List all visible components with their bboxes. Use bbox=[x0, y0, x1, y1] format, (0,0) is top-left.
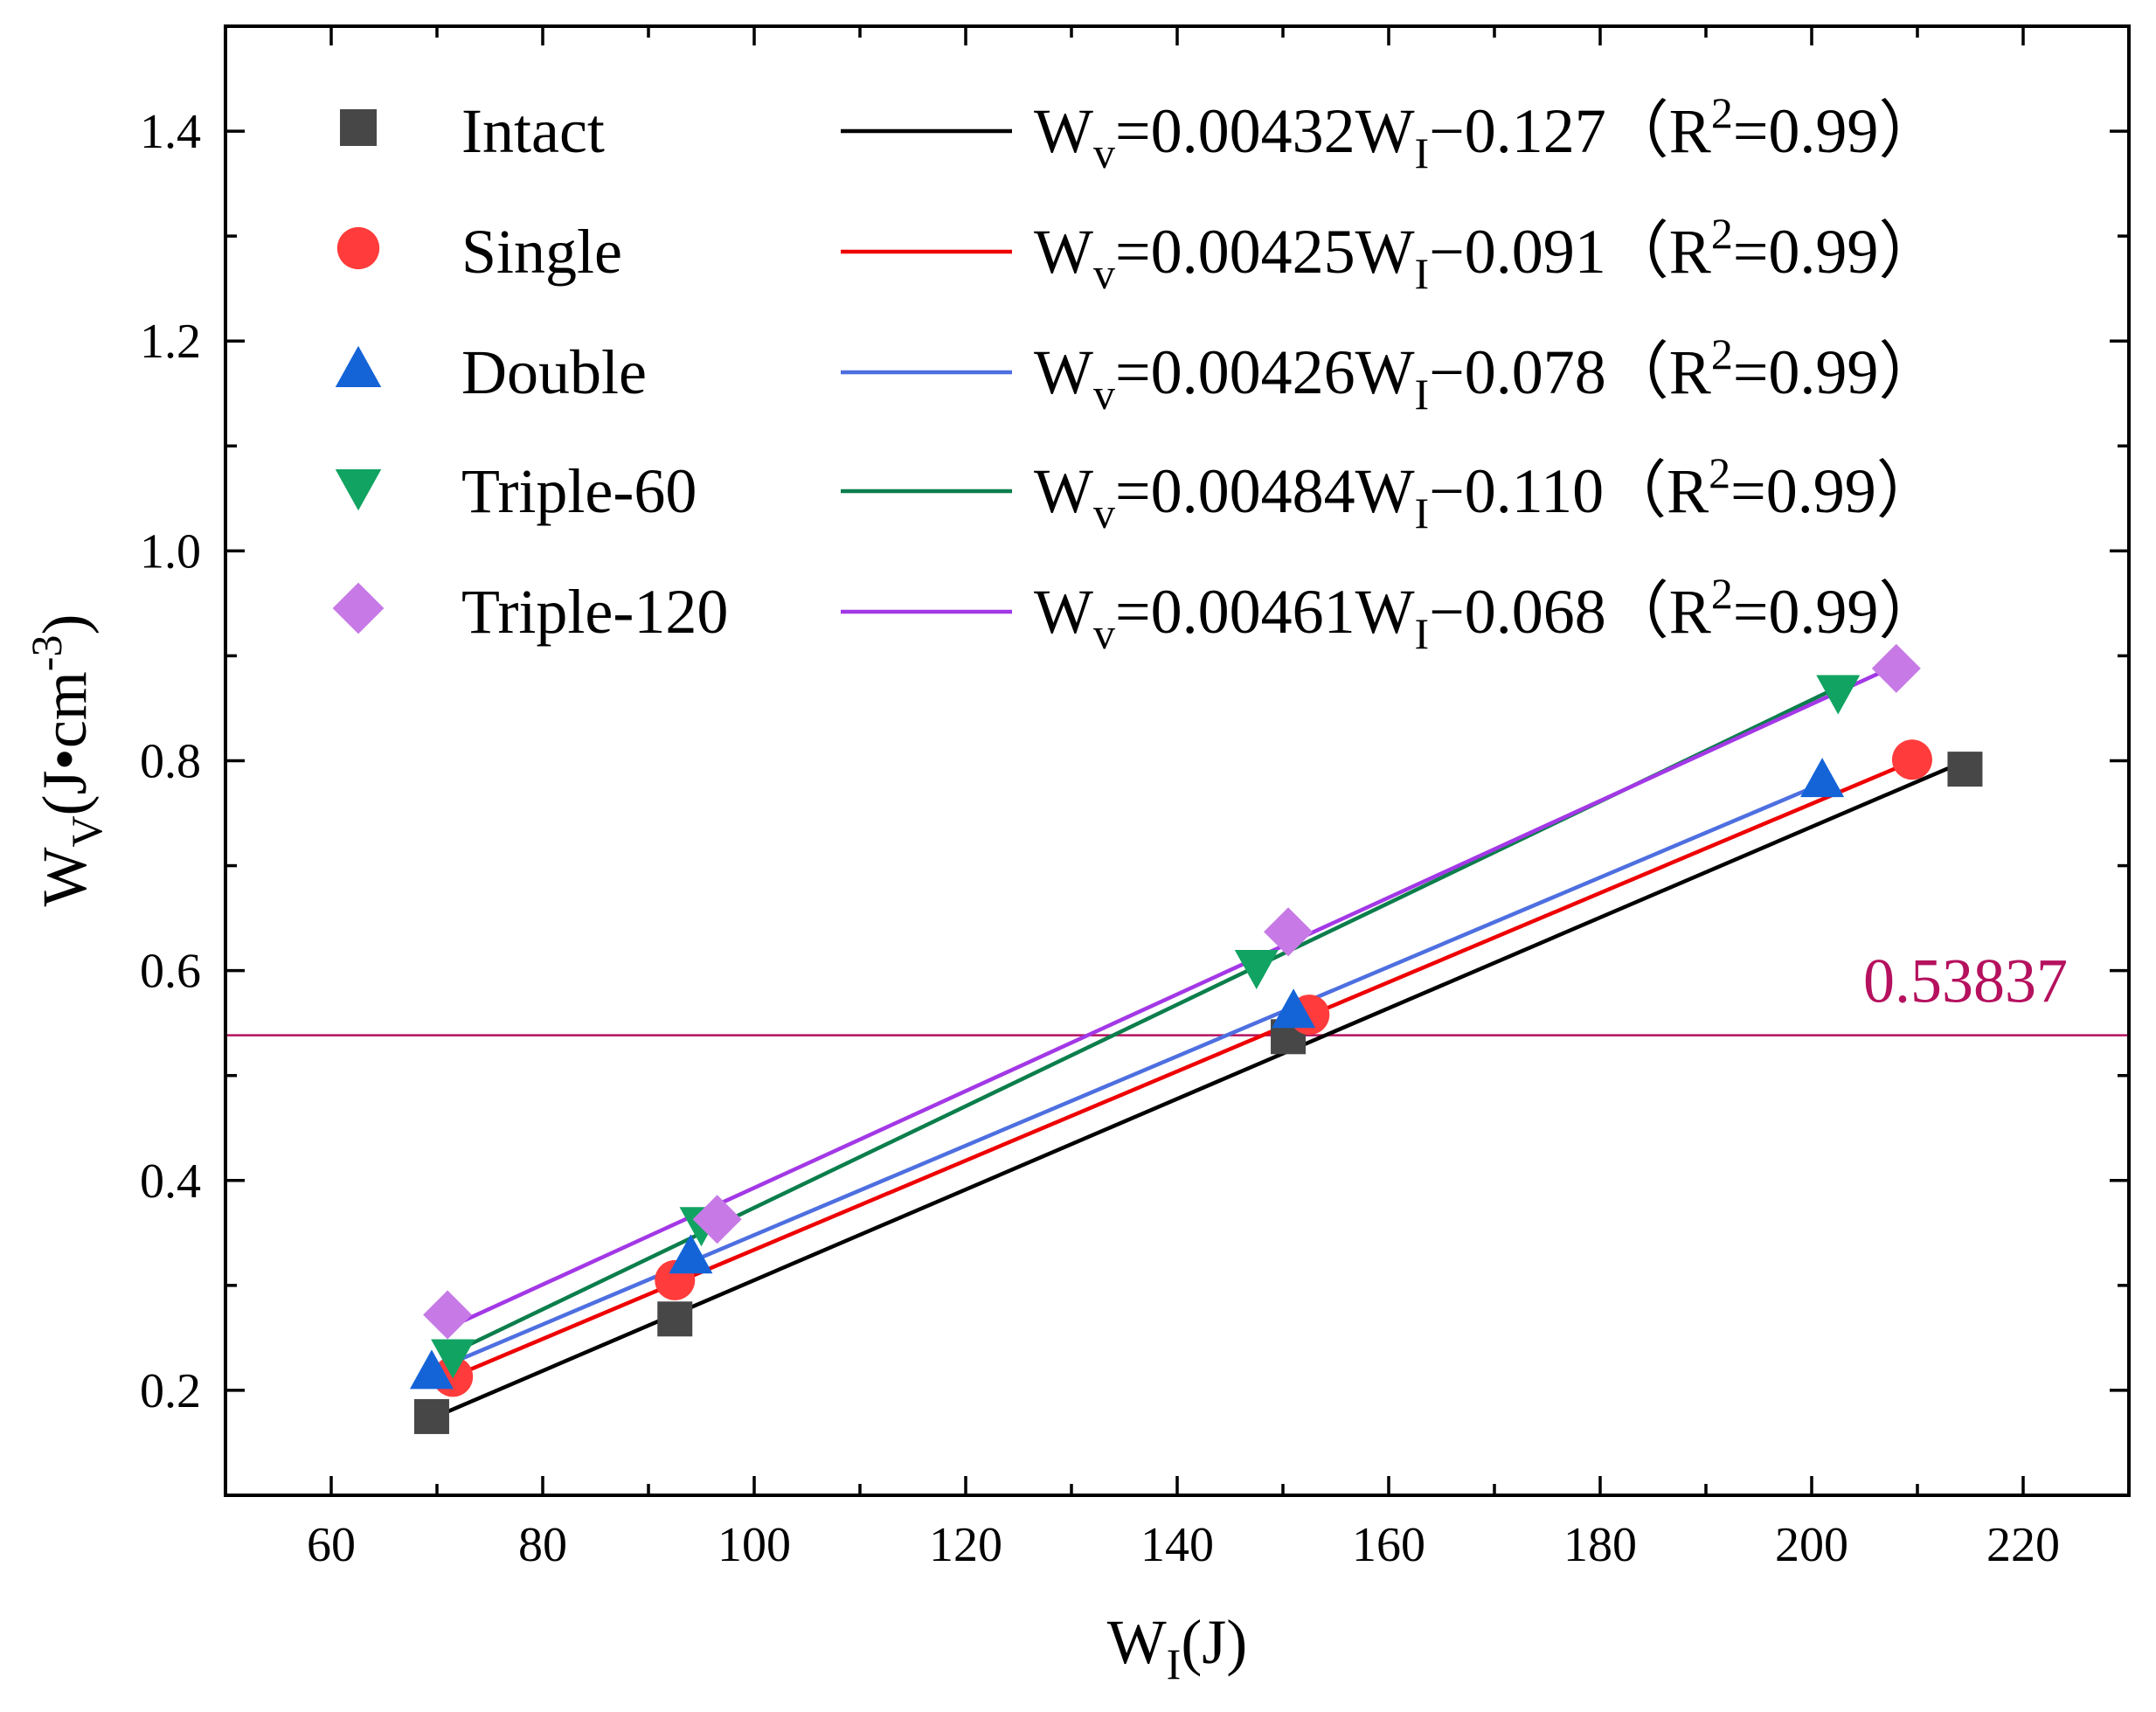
legend-marker-double bbox=[335, 345, 382, 387]
data-point-triple-60 bbox=[1234, 950, 1279, 990]
x-tick-label: 180 bbox=[1563, 1518, 1637, 1572]
legend-equation-double: Wv=0.00426WI−0.078（R2=0.99） bbox=[1034, 329, 1941, 419]
data-point-triple-60 bbox=[1816, 675, 1861, 715]
x-tick-label: 160 bbox=[1352, 1518, 1425, 1572]
data-point-double bbox=[669, 1234, 713, 1274]
axis-titles: WI(J) WV(J•cm-3) bbox=[22, 614, 1247, 1688]
y-axis-title: WV(J•cm-3) bbox=[22, 614, 111, 907]
x-axis-title: WI(J) bbox=[1107, 1607, 1248, 1688]
data-point-double bbox=[409, 1349, 454, 1390]
y-tick-label: 1.2 bbox=[140, 315, 201, 369]
legend-label-single: Single bbox=[461, 217, 622, 287]
x-tick-label: 220 bbox=[1986, 1518, 2060, 1572]
fit-line-single bbox=[452, 759, 1913, 1379]
y-tick-label: 1.0 bbox=[140, 524, 201, 579]
legend-label-triple-120: Triple-120 bbox=[461, 577, 728, 647]
x-tick-label: 120 bbox=[929, 1518, 1002, 1572]
legend-label-triple-60: Triple-60 bbox=[461, 456, 697, 526]
legend-marker-single bbox=[336, 226, 380, 270]
x-tick-label: 200 bbox=[1775, 1518, 1848, 1572]
data-point-intact bbox=[413, 1398, 449, 1434]
data-point-intact bbox=[657, 1301, 693, 1337]
legend-label-intact: Intact bbox=[461, 96, 605, 166]
reference-line-label: 0.53837 bbox=[1863, 946, 2068, 1016]
legend-marker-intact bbox=[340, 109, 377, 146]
x-tick-label: 140 bbox=[1140, 1518, 1214, 1572]
data-point-triple-120 bbox=[692, 1195, 742, 1244]
legend-marker-triple-60 bbox=[335, 469, 382, 511]
data-point-double bbox=[1800, 758, 1845, 798]
y-tick-label: 0.6 bbox=[140, 945, 201, 999]
y-tick-label: 0.4 bbox=[140, 1154, 201, 1209]
x-tick-label: 100 bbox=[718, 1518, 791, 1572]
markers-layer bbox=[409, 643, 1983, 1434]
data-point-triple-120 bbox=[1264, 907, 1314, 957]
legend-marker-triple-120 bbox=[332, 582, 385, 634]
y-tick-label: 1.4 bbox=[140, 105, 201, 159]
legend-equation-intact: Wv=0.00432WI−0.127（R2=0.99） bbox=[1034, 88, 1941, 177]
y-tick-label: 0.2 bbox=[140, 1364, 201, 1418]
y-tick-label: 0.8 bbox=[140, 735, 201, 789]
legend-equation-triple-60: Wv=0.00484WI−0.110（R2=0.99） bbox=[1034, 448, 1939, 537]
x-tick-label: 80 bbox=[518, 1518, 567, 1572]
legend: Intact Wv=0.00432WI−0.127（R2=0.99） Single W… bbox=[332, 88, 1941, 658]
data-point-intact bbox=[1947, 752, 1983, 787]
data-point-single bbox=[1891, 739, 1932, 780]
data-point-triple-60 bbox=[431, 1339, 475, 1379]
reference-layer: 0.53837 bbox=[225, 946, 2129, 1036]
legend-equation-triple-120: Wv=0.00461WI−0.068（R2=0.99） bbox=[1034, 569, 1941, 658]
data-point-double bbox=[1272, 988, 1316, 1029]
x-tick-label: 60 bbox=[307, 1518, 356, 1572]
legend-equation-single: Wv=0.00425WI−0.091（R2=0.99） bbox=[1034, 209, 1941, 298]
data-point-triple-120 bbox=[423, 1290, 473, 1340]
legend-label-double: Double bbox=[461, 337, 647, 407]
axes-layer: 60 80 100 120 140 160 180 200 220 0.2 0.4 0.6 0.8 1.0… bbox=[140, 24, 2131, 1572]
data-point-triple-120 bbox=[1871, 643, 1921, 693]
